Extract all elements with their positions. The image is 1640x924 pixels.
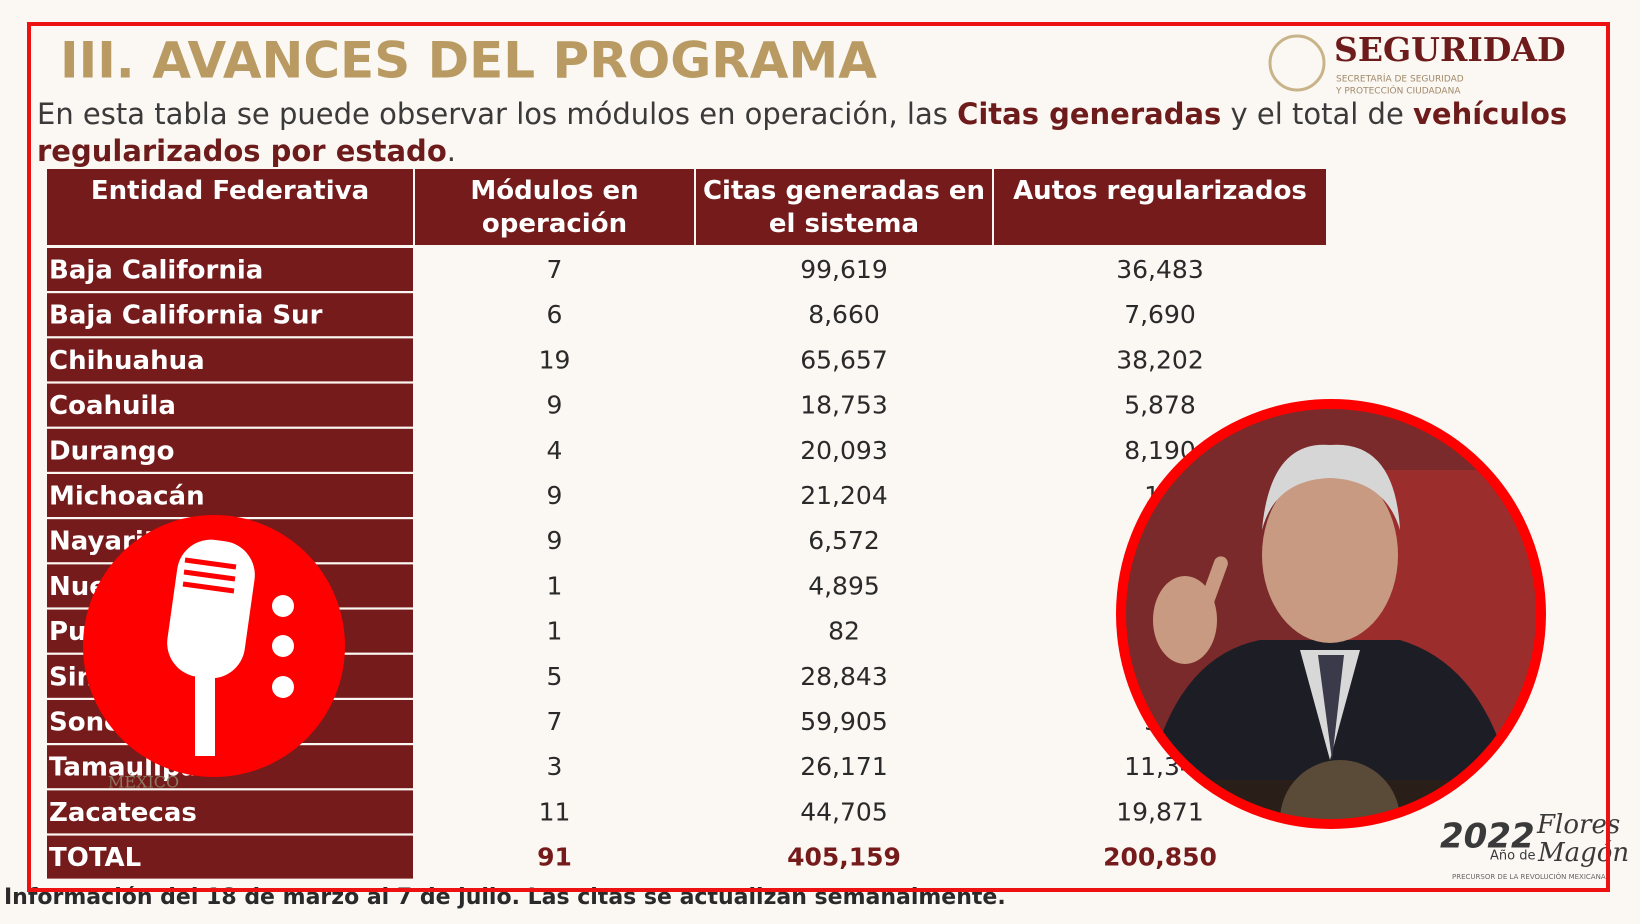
cell: 8,660 — [808, 300, 880, 329]
cell: 36,483 — [1116, 255, 1203, 284]
cell: 20,093 — [800, 436, 887, 465]
cell: 9 — [547, 391, 563, 420]
row-header-cell — [47, 835, 413, 879]
mic-grille — [182, 557, 237, 594]
row-label: TOTAL — [49, 843, 141, 873]
row-label: Baja California Sur — [49, 301, 323, 331]
row-header-cell — [47, 428, 413, 472]
cell: 91 — [537, 843, 572, 872]
cell: 6,572 — [808, 526, 880, 555]
cell: 7 — [547, 707, 563, 736]
cell: 38,202 — [1116, 345, 1203, 374]
corner-year: 2022 — [1440, 817, 1535, 857]
dot — [272, 595, 294, 617]
subtitle: regularizados por estado. — [37, 134, 456, 168]
subtitle-part: Citas generadas — [957, 97, 1221, 131]
subtitle-part: . — [447, 134, 456, 168]
row-label: Durango — [49, 436, 174, 466]
cell: 200,850 — [1103, 843, 1217, 872]
subtitle-part: En esta tabla se puede observar los módu… — [37, 97, 957, 131]
row-header-cell — [47, 248, 413, 291]
column-header: Módulos en operación — [470, 176, 638, 239]
subtitle-part: y el total de — [1221, 97, 1413, 131]
cell: 65,657 — [800, 345, 887, 374]
emblem — [1268, 34, 1326, 92]
column-header: Autos regularizados — [1013, 176, 1307, 206]
mic-stand — [195, 668, 215, 756]
row-label: Chihuahua — [49, 346, 205, 376]
photo-ring — [1116, 399, 1546, 829]
logo-text: SECRETARÍA DE SEGURIDAD — [1336, 73, 1464, 85]
cell: 19,871 — [1116, 797, 1203, 826]
mic-icon — [83, 515, 345, 777]
subtitle: En esta tabla se puede observar los módu… — [37, 97, 1567, 131]
header-cell — [994, 169, 1326, 245]
corner-text: PRECURSOR DE LA REVOLUCIÓN MEXICANA — [1452, 872, 1606, 881]
cell: 9 — [547, 526, 563, 555]
header-cell — [415, 169, 694, 245]
row-label: Zacatecas — [49, 798, 197, 828]
row-header-cell — [47, 383, 413, 427]
logo-text: Y PROTECCIÓN CIUDADANA — [1335, 85, 1461, 97]
subtitle-part: vehículos — [1413, 97, 1567, 131]
cell: 9 — [547, 481, 563, 510]
red-frame — [27, 22, 1610, 892]
header-cell — [696, 169, 992, 245]
header-cell — [47, 169, 413, 245]
cell: 99,619 — [800, 255, 887, 284]
cell: 26,171 — [800, 752, 887, 781]
dot — [272, 635, 294, 657]
dot — [272, 676, 294, 698]
cell: 18,753 — [800, 391, 887, 420]
row-header-cell — [47, 790, 413, 834]
cell: 1 — [547, 571, 563, 600]
row-header-cell — [47, 338, 413, 382]
cell: 11 — [539, 797, 571, 826]
logo-name: SEGURIDAD — [1334, 30, 1566, 69]
cell: 4 — [547, 436, 563, 465]
cell: 3 — [547, 752, 563, 781]
corner-text: Año de — [1490, 849, 1535, 864]
row-label: Coahuila — [49, 391, 176, 421]
row-label: Baja California — [49, 256, 263, 286]
cell: 7,690 — [1124, 300, 1196, 329]
cell: 5,878 — [1124, 391, 1196, 420]
cell: 7 — [547, 255, 563, 284]
row-header-cell — [47, 293, 413, 337]
title: III. AVANCES DEL PROGRAMA — [60, 32, 877, 90]
photo — [1116, 399, 1546, 829]
cell: 6 — [547, 300, 563, 329]
column-header: Entidad Federativa — [91, 176, 369, 206]
corner-name: Magón — [1537, 838, 1629, 868]
row-label: Michoacán — [49, 482, 205, 512]
cell: 21,204 — [800, 481, 887, 510]
cell: 82 — [828, 617, 860, 646]
cell: 59,905 — [800, 707, 887, 736]
cell: 5 — [547, 662, 563, 691]
row-header-cell — [47, 474, 413, 517]
column-header: Citas generadas en el sistema — [703, 176, 985, 239]
cell: 405,159 — [787, 843, 901, 872]
cell: 4,895 — [808, 571, 880, 600]
cell: 28,843 — [800, 662, 887, 691]
cell: 44,705 — [800, 797, 887, 826]
mexico-text: MÉXICO — [108, 772, 179, 792]
cell: 1 — [547, 617, 563, 646]
cell: 19 — [539, 345, 571, 374]
subtitle-part: regularizados por estado — [37, 134, 447, 168]
